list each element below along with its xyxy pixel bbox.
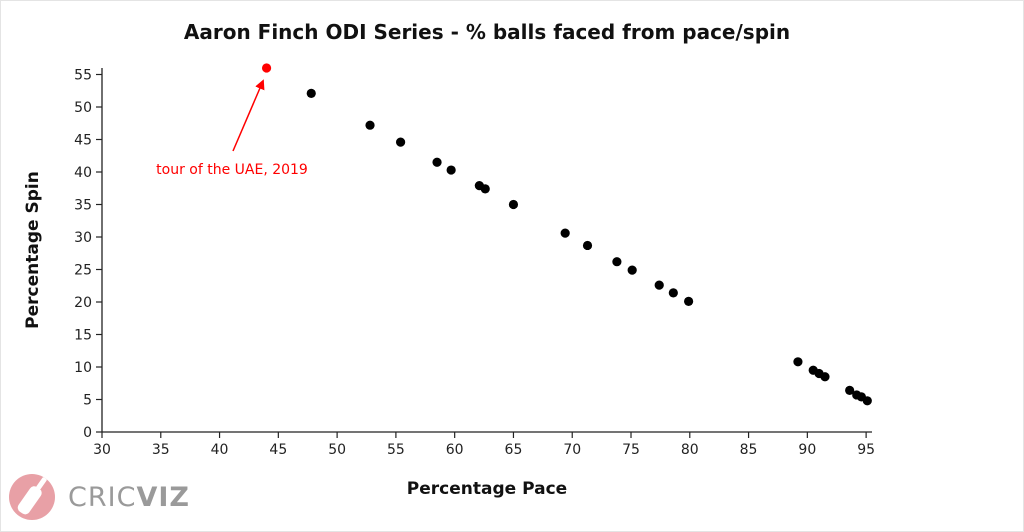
chart-title: Aaron Finch ODI Series - % balls faced f… xyxy=(184,20,790,44)
data-point xyxy=(508,199,519,210)
data-point xyxy=(395,137,406,147)
x-tick-label: 80 xyxy=(681,442,699,458)
data-point xyxy=(654,280,664,290)
data-point xyxy=(446,165,456,175)
y-tick-label: 0 xyxy=(83,425,92,441)
x-tick-label: 85 xyxy=(740,442,758,458)
x-tick-label: 40 xyxy=(211,442,229,458)
y-tick-label: 45 xyxy=(74,133,92,149)
y-tick-label: 25 xyxy=(74,263,92,279)
y-tick-label: 5 xyxy=(83,393,92,409)
data-point xyxy=(627,265,637,275)
data-point xyxy=(684,296,694,306)
data-point xyxy=(365,120,375,130)
x-tick-label: 50 xyxy=(328,442,346,458)
x-tick-label: 95 xyxy=(857,442,875,458)
data-point xyxy=(793,357,803,367)
x-axis-title: Percentage Pace xyxy=(407,479,567,499)
cricket-bat-icon xyxy=(9,474,55,520)
x-tick-label: 60 xyxy=(446,442,464,458)
y-tick-label: 35 xyxy=(74,198,92,214)
y-tick-label: 10 xyxy=(74,360,92,376)
y-tick-label: 30 xyxy=(74,230,92,246)
cricviz-logo: CRICVIZ xyxy=(8,470,189,526)
y-tick-label: 55 xyxy=(74,68,92,84)
y-axis-title: Percentage Spin xyxy=(23,171,43,329)
annotations: tour of the UAE, 2019 xyxy=(156,79,308,178)
data-point xyxy=(306,88,316,98)
logo-wordmark: CRICVIZ xyxy=(68,482,190,513)
x-tick-label: 45 xyxy=(269,442,287,458)
data-points xyxy=(261,63,872,406)
data-point xyxy=(582,240,593,251)
data-point xyxy=(845,385,855,395)
data-point xyxy=(820,372,830,382)
x-tick-label: 30 xyxy=(93,442,111,458)
x-tick-label: 70 xyxy=(563,442,581,458)
x-tick-label: 90 xyxy=(798,442,816,458)
highlighted-data-point xyxy=(261,63,272,73)
data-point xyxy=(612,257,622,267)
x-tick-label: 35 xyxy=(152,442,170,458)
y-tick-label: 20 xyxy=(74,295,92,311)
x-tick-label: 65 xyxy=(505,442,523,458)
y-tick-label: 50 xyxy=(74,100,92,116)
data-point xyxy=(862,396,872,406)
axes: 30 35 40 45 50 55 60 65 70 75 80 85 90 95 0 5 10 15 20 25 30… xyxy=(74,68,875,459)
x-tick-label: 75 xyxy=(622,442,640,458)
annotation-arrow xyxy=(232,79,265,152)
data-point xyxy=(480,184,490,194)
annotation-label: tour of the UAE, 2019 xyxy=(156,162,308,178)
data-point xyxy=(432,157,442,167)
y-tick-label: 40 xyxy=(74,165,92,181)
data-point xyxy=(560,228,570,238)
y-tick-label: 15 xyxy=(74,328,92,344)
data-point xyxy=(668,288,678,298)
x-tick-label: 55 xyxy=(387,442,405,458)
